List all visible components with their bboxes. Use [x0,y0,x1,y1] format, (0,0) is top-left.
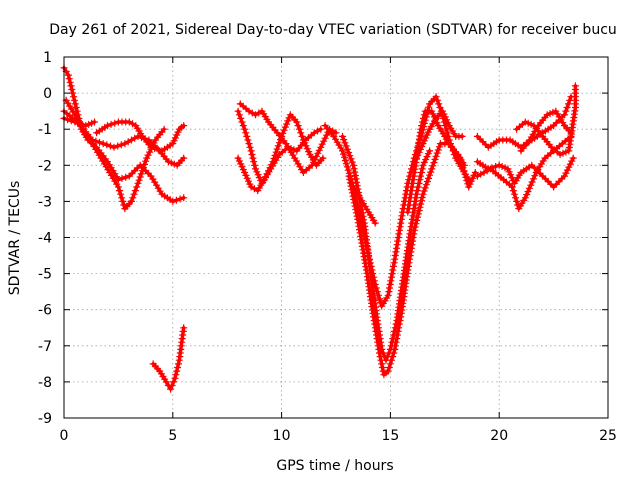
y-tick-label-10: -9 [38,411,52,427]
series-markers-arc-5 [93,118,188,155]
series-markers-arc-20 [517,107,575,155]
x-tick-label-1: 5 [168,428,177,444]
y-axis-label: SDTVAR / TECUs [7,181,23,296]
series-arc-11 [339,132,434,364]
y-tick-label-0: 1 [43,50,52,66]
series-arc-12 [345,140,468,379]
series-arc-14 [404,107,479,216]
series-trace-arc-11 [340,134,432,362]
chart-title: Day 261 of 2021, Sidereal Day-to-day VTE… [49,22,617,38]
series-markers-arc-15 [413,107,466,162]
series-arc-5 [93,118,188,155]
x-axis-label: GPS time / hours [276,458,393,474]
series-markers-arc-13 [347,179,379,227]
series-arc-17 [473,154,577,191]
series-arc-20 [517,107,575,155]
data-series [60,64,579,393]
y-tick-label-6: -5 [38,267,52,283]
y-tick-label-7: -6 [38,303,52,319]
x-tick-label-0: 0 [60,428,69,444]
x-tick-label-2: 10 [273,428,291,444]
y-tick-label-8: -7 [38,339,52,355]
series-markers-arc-2 [62,96,188,169]
series-arc-2 [62,96,188,169]
series-arc-13 [347,179,379,227]
x-tick-label-5: 25 [599,428,617,444]
grid-lines [64,57,608,418]
series-markers-arc-8 [234,111,327,195]
series-arc-4 [60,114,98,130]
y-tick-label-5: -4 [38,231,52,247]
series-arc-18 [473,132,575,213]
y-tick-label-9: -8 [38,375,52,391]
x-tick-label-3: 15 [381,428,399,444]
y-tick-label-3: -2 [38,158,52,174]
series-markers-arc-3 [60,64,188,205]
series-arc-9 [236,100,340,176]
series-markers-arc-6 [149,324,188,393]
y-tick-label-2: -1 [38,122,52,138]
series-arc-6 [149,324,188,393]
series-markers-arc-17 [473,154,577,191]
series-markers-arc-14 [404,107,479,216]
series-markers-arc-11 [339,132,434,364]
series-arc-3 [60,64,188,205]
series-markers-arc-18 [473,132,575,213]
y-tick-label-4: -3 [38,194,52,210]
series-markers-arc-12 [345,140,468,379]
series-markers-arc-9 [236,100,340,176]
x-tick-label-4: 20 [490,428,508,444]
series-trace-arc-14 [406,109,478,214]
y-tick-label-1: 0 [43,86,52,102]
series-arc-15 [413,107,466,162]
